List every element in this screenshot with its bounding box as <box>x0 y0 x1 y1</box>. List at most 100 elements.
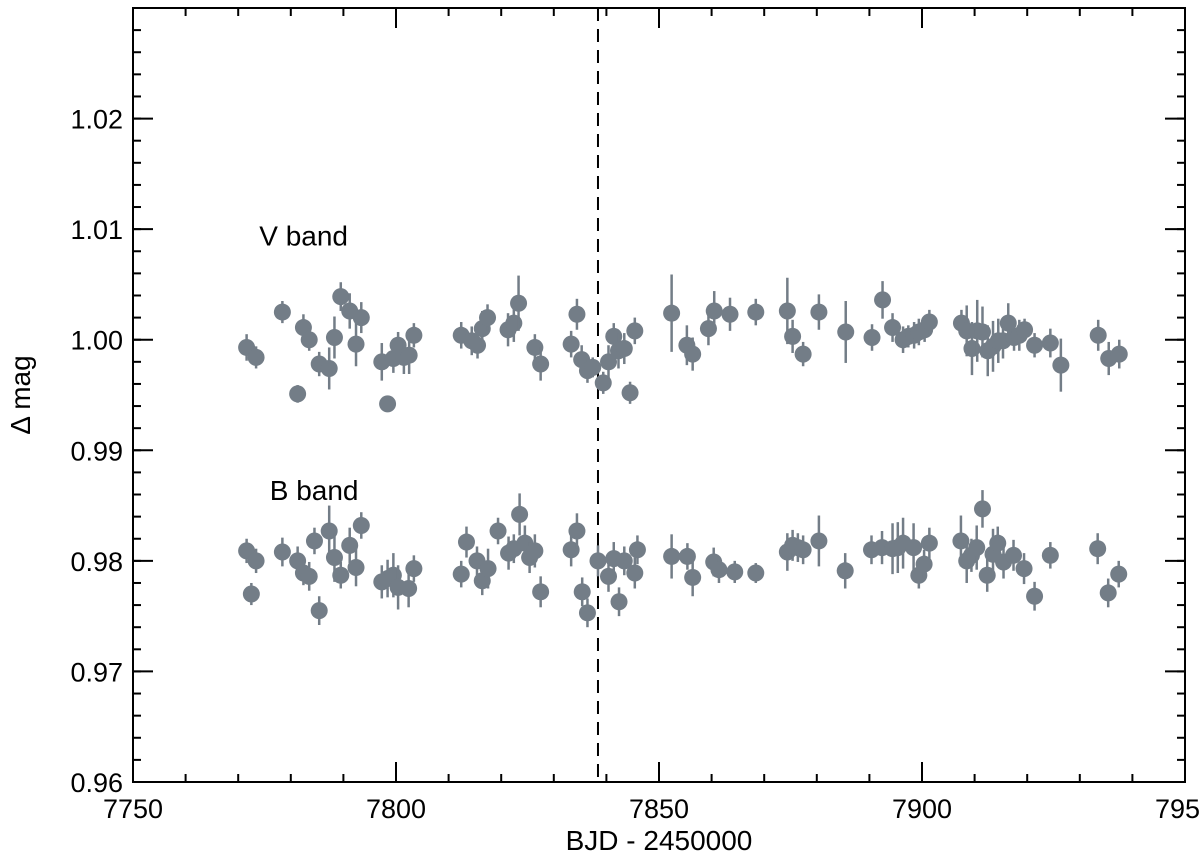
v-band-point <box>863 329 881 347</box>
y-tick-label: 0.98 <box>70 547 123 577</box>
v-band-point <box>510 294 528 312</box>
b-band-annotation: B band <box>270 475 359 506</box>
v-band-point <box>405 326 423 344</box>
v-band-point <box>810 303 828 321</box>
b-band-point <box>973 500 991 518</box>
b-band-point <box>978 566 996 584</box>
v-band-point <box>600 353 618 371</box>
b-band-point <box>905 539 923 557</box>
v-band-point <box>663 304 681 322</box>
b-band-point <box>341 536 359 554</box>
b-band-point <box>325 549 343 567</box>
x-tick-label: 7800 <box>366 794 426 824</box>
x-tick-label: 7850 <box>629 794 689 824</box>
v-band-point <box>568 305 586 323</box>
b-band-point <box>628 541 646 559</box>
v-band-point <box>884 319 902 337</box>
b-band-point <box>568 522 586 540</box>
x-tick-label: 7900 <box>892 794 952 824</box>
b-band-point <box>1089 540 1107 558</box>
v-band-point <box>705 302 723 320</box>
v-band-point <box>874 291 892 309</box>
b-band-point <box>457 533 475 551</box>
v-band-point <box>621 384 639 402</box>
b-band-point <box>915 555 933 573</box>
v-band-point <box>920 313 938 331</box>
b-band-point <box>589 552 607 570</box>
b-band-point <box>526 542 544 560</box>
b-band-point <box>1099 584 1117 602</box>
v-band-point <box>1016 321 1034 339</box>
b-band-point <box>347 558 365 576</box>
v-band-point <box>615 340 633 358</box>
v-band-point <box>784 327 802 345</box>
b-band-point <box>626 564 644 582</box>
v-band-point <box>289 385 307 403</box>
v-band-point <box>332 288 350 306</box>
v-band-point <box>526 338 544 356</box>
v-band-point <box>778 302 796 320</box>
b-band-point <box>1015 560 1033 578</box>
b-band-point <box>1110 565 1128 583</box>
b-band-point <box>489 522 507 540</box>
v-band-point <box>1026 336 1044 354</box>
b-band-point <box>1005 546 1023 564</box>
b-band-point <box>352 516 370 534</box>
v-band-annotation: V band <box>259 221 348 252</box>
y-tick-label: 1.00 <box>70 326 123 356</box>
v-band-point <box>320 359 338 377</box>
v-band-point <box>699 320 717 338</box>
b-band-point <box>310 602 328 620</box>
b-band-point <box>405 560 423 578</box>
b-band-point <box>479 560 497 578</box>
v-band-point <box>273 303 291 321</box>
v-band-point <box>300 331 318 349</box>
v-band-point <box>999 314 1017 332</box>
b-band-point <box>684 568 702 586</box>
b-band-point <box>400 580 418 597</box>
b-band-point <box>663 547 681 565</box>
b-band-point <box>578 604 596 622</box>
b-band-point <box>989 534 1007 552</box>
y-axis-title: Δ mag <box>5 355 36 434</box>
v-band-point <box>794 345 812 363</box>
v-band-point <box>747 303 765 321</box>
y-tick-label: 1.02 <box>70 105 123 135</box>
b-band-point <box>273 543 291 561</box>
b-band-point <box>573 583 591 601</box>
v-band-point <box>400 346 418 364</box>
b-band-point <box>794 541 812 559</box>
v-band-point <box>247 348 265 366</box>
v-band-point <box>721 305 739 323</box>
b-band-point <box>511 505 529 523</box>
y-tick-label: 0.96 <box>70 768 123 798</box>
b-band-point <box>1026 587 1044 605</box>
v-band-point <box>594 374 612 392</box>
v-band-point <box>1110 345 1128 363</box>
v-band-point <box>352 309 370 327</box>
y-tick-label: 0.97 <box>70 657 123 687</box>
b-band-point <box>1041 546 1059 564</box>
data-points <box>238 274 1128 628</box>
v-band-point <box>562 335 580 353</box>
b-band-point <box>747 564 765 582</box>
b-band-point <box>810 532 828 550</box>
v-band-point <box>325 329 343 347</box>
b-band-point <box>615 552 633 570</box>
y-tick-label: 1.01 <box>70 215 123 245</box>
b-band-point <box>332 566 350 584</box>
v-band-point <box>626 322 644 340</box>
b-band-point <box>532 583 550 601</box>
b-band-point <box>247 552 265 570</box>
v-band-point <box>1041 334 1059 352</box>
plot-frame <box>132 7 1186 783</box>
v-band-point <box>532 355 550 373</box>
v-band-point <box>479 309 497 327</box>
b-band-point <box>305 532 323 550</box>
x-axis-title: BJD - 2450000 <box>566 825 753 856</box>
v-band-point <box>684 345 702 363</box>
b-band-point <box>610 593 628 611</box>
b-band-point <box>726 563 744 581</box>
